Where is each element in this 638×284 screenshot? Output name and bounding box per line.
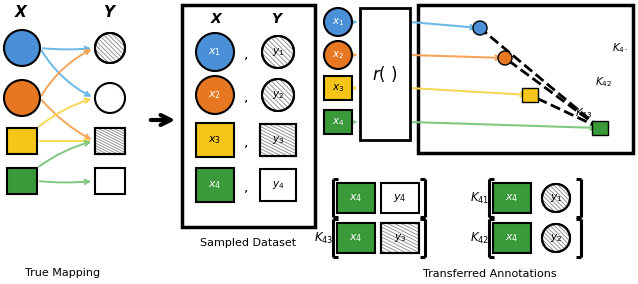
Text: $\boldsymbol{Y}$: $\boldsymbol{Y}$ (271, 12, 285, 26)
Circle shape (542, 224, 570, 252)
Bar (493, 183, 531, 213)
Bar (360, 8, 410, 140)
Bar (381, 223, 419, 253)
Bar (324, 110, 352, 134)
Text: $x_4$: $x_4$ (505, 232, 519, 244)
Circle shape (324, 8, 352, 36)
Text: $x_3$: $x_3$ (332, 82, 345, 94)
Bar (260, 169, 296, 201)
Text: $K_{42}$: $K_{42}$ (595, 75, 612, 89)
Bar (7, 128, 37, 154)
Text: $x_4$: $x_4$ (505, 192, 519, 204)
Text: $x_4$: $x_4$ (349, 232, 363, 244)
Text: $y_1$: $y_1$ (272, 46, 284, 58)
Circle shape (542, 184, 570, 212)
Text: $K_{42}$: $K_{42}$ (470, 230, 489, 246)
Text: $x_3$: $x_3$ (209, 134, 221, 146)
Bar (337, 223, 375, 253)
Text: ,: , (244, 180, 248, 194)
Bar (95, 168, 125, 194)
Text: $K_{43}$: $K_{43}$ (313, 230, 333, 246)
Text: $x_4$: $x_4$ (208, 179, 222, 191)
Text: $K_{43}$: $K_{43}$ (575, 106, 593, 120)
Circle shape (196, 76, 234, 114)
Text: $x_1$: $x_1$ (332, 16, 344, 28)
Text: $y_3$: $y_3$ (272, 134, 285, 146)
Bar (381, 183, 419, 213)
Text: $y_2$: $y_2$ (272, 89, 284, 101)
Text: $x_2$: $x_2$ (209, 89, 221, 101)
Bar (260, 124, 296, 156)
Bar (381, 223, 419, 253)
Circle shape (4, 30, 40, 66)
Text: $x_2$: $x_2$ (332, 49, 344, 61)
Text: $\boldsymbol{X}$: $\boldsymbol{X}$ (210, 12, 224, 26)
Bar (418, 5, 633, 153)
Bar (324, 76, 352, 100)
Text: $y_4$: $y_4$ (393, 192, 406, 204)
Circle shape (473, 21, 487, 35)
Circle shape (95, 33, 125, 63)
Bar (196, 168, 234, 202)
Circle shape (95, 83, 125, 113)
Text: $x_4$: $x_4$ (332, 116, 345, 128)
Text: $K_{41}$: $K_{41}$ (470, 191, 489, 206)
Bar (260, 124, 296, 156)
Text: $r(\ )$: $r(\ )$ (372, 64, 398, 84)
Text: Sampled Dataset: Sampled Dataset (200, 238, 296, 248)
Text: $x_4$: $x_4$ (349, 192, 363, 204)
Bar (337, 183, 375, 213)
Bar (493, 223, 531, 253)
Text: $y_4$: $y_4$ (272, 179, 285, 191)
Text: ,: , (244, 90, 248, 104)
Text: $\boldsymbol{X}$: $\boldsymbol{X}$ (15, 4, 29, 20)
Bar (95, 128, 125, 154)
Bar (592, 121, 608, 135)
Text: $x_1$: $x_1$ (209, 46, 221, 58)
Text: $K_{4\cdot}$: $K_{4\cdot}$ (612, 41, 628, 55)
Bar (522, 88, 538, 102)
Bar (7, 168, 37, 194)
Text: $\boldsymbol{Y}$: $\boldsymbol{Y}$ (103, 4, 117, 20)
Text: ,: , (244, 47, 248, 61)
Circle shape (324, 41, 352, 69)
Circle shape (498, 51, 512, 65)
Bar (182, 5, 315, 227)
Circle shape (262, 36, 294, 68)
Text: True Mapping: True Mapping (26, 268, 101, 278)
Circle shape (262, 79, 294, 111)
Bar (95, 128, 125, 154)
Text: ,: , (244, 135, 248, 149)
Text: Transferred Annotations: Transferred Annotations (423, 269, 557, 279)
Circle shape (196, 33, 234, 71)
Text: $y_3$: $y_3$ (394, 232, 406, 244)
Text: $y_2$: $y_2$ (550, 232, 562, 244)
Circle shape (4, 80, 40, 116)
Bar (196, 123, 234, 157)
Text: $y_1$: $y_1$ (550, 192, 562, 204)
